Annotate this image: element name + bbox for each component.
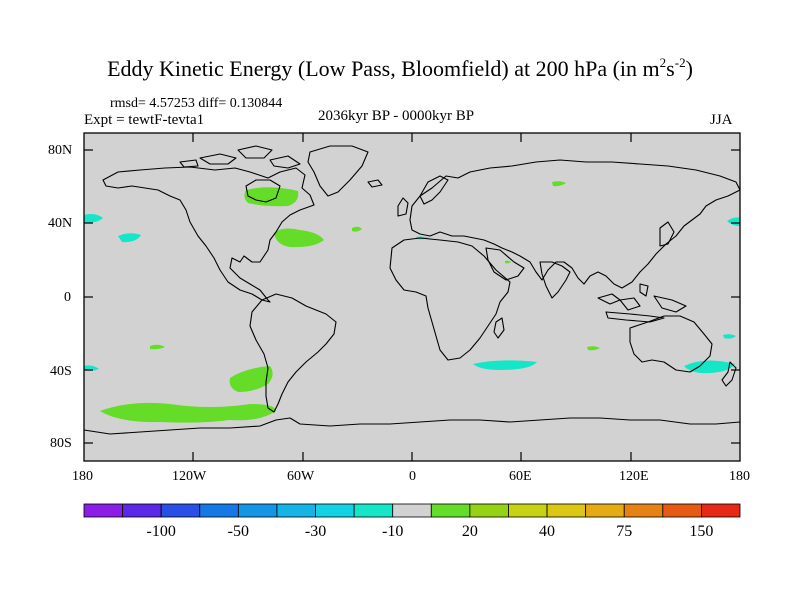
y-tick-label: 40N bbox=[48, 216, 73, 231]
x-tick-label: 120E bbox=[619, 469, 649, 484]
coastline-australia bbox=[629, 315, 713, 373]
period-label: 2036kyr BP - 0000kyr BP bbox=[318, 108, 475, 124]
anomaly-patch bbox=[84, 214, 103, 223]
anomaly-patch bbox=[473, 360, 537, 370]
colorbar-swatch bbox=[199, 503, 239, 518]
anomaly-patch bbox=[100, 402, 276, 423]
coastline-scandinavia bbox=[419, 175, 449, 205]
y-tick-label: 80N bbox=[48, 143, 73, 158]
season-label: JJA bbox=[710, 112, 733, 128]
colorbar-swatch bbox=[469, 503, 509, 518]
positive-anomaly-regions bbox=[100, 181, 600, 423]
colorbar-swatch bbox=[237, 503, 278, 518]
stats-text: rmsd= 4.57253 diff= 0.130844 bbox=[110, 96, 283, 111]
colorbar-swatch bbox=[623, 503, 664, 518]
coastline-hudson-bay bbox=[245, 179, 281, 203]
colorbar-swatch bbox=[353, 503, 394, 518]
coastline-greenland bbox=[307, 145, 369, 197]
anomaly-patch bbox=[723, 334, 736, 339]
colorbar-label: 20 bbox=[462, 523, 478, 540]
anomaly-patch bbox=[274, 228, 324, 248]
anomaly-patch bbox=[244, 187, 299, 207]
colorbar-label: -100 bbox=[147, 523, 176, 540]
colorbar-label: -30 bbox=[305, 523, 326, 540]
coastlines bbox=[83, 145, 741, 435]
colorbar-swatch bbox=[585, 503, 625, 518]
colorbar-label: -50 bbox=[228, 523, 249, 540]
coastline-north-america bbox=[102, 166, 315, 303]
coastline-arabia bbox=[485, 247, 525, 281]
colorbar-label: 75 bbox=[616, 523, 632, 540]
colorbar-swatch bbox=[315, 503, 355, 518]
coastline-south-america bbox=[249, 293, 337, 413]
anomaly-patch bbox=[229, 366, 273, 392]
colorbar-swatch bbox=[392, 503, 432, 518]
colorbar-swatch bbox=[83, 503, 123, 518]
colorbar-swatch bbox=[508, 503, 548, 518]
colorbar-label: 40 bbox=[539, 523, 555, 540]
x-tick-label: 120W bbox=[172, 469, 207, 484]
axis-ticks bbox=[84, 133, 740, 461]
colorbar bbox=[83, 503, 741, 518]
coastline-eurasia bbox=[409, 159, 741, 289]
experiment-label: Expt = tewtF-tevta1 bbox=[84, 112, 205, 128]
colorbar-swatch bbox=[160, 503, 201, 518]
coastline-antarctica bbox=[83, 417, 741, 435]
map-background bbox=[84, 133, 740, 461]
coastline-india bbox=[539, 261, 571, 299]
anomaly-patch bbox=[727, 217, 740, 226]
coastline-japan bbox=[659, 221, 675, 247]
coastline-indonesia bbox=[597, 283, 687, 323]
anomaly-patch bbox=[684, 360, 735, 374]
plot-title: Eddy Kinetic Energy (Low Pass, Bloomfiel… bbox=[107, 55, 693, 81]
colorbar-label: -10 bbox=[382, 523, 403, 540]
colorbar-label: 150 bbox=[689, 523, 713, 540]
y-tick-label: 0 bbox=[64, 290, 71, 305]
coastline-madagascar bbox=[493, 317, 505, 339]
anomaly-patch bbox=[150, 344, 165, 350]
anomaly-patch bbox=[352, 226, 362, 232]
x-tick-label: 0 bbox=[409, 469, 416, 484]
x-tick-label: 60E bbox=[509, 469, 532, 484]
negative-anomaly-regions bbox=[84, 214, 740, 374]
y-tick-label: 80S bbox=[50, 436, 72, 451]
anomaly-patch bbox=[505, 260, 511, 264]
colorbar-swatch bbox=[122, 503, 162, 518]
x-tick-label: 180 bbox=[72, 469, 93, 484]
colorbar-swatch bbox=[662, 503, 702, 518]
colorbar-swatch bbox=[430, 503, 471, 518]
anomaly-patch bbox=[587, 346, 600, 351]
y-tick-label: 40S bbox=[50, 364, 72, 379]
coastline-new-zealand bbox=[721, 361, 737, 387]
anomaly-patch bbox=[118, 233, 141, 243]
coastline-iceland bbox=[367, 179, 383, 188]
coastline-africa bbox=[389, 237, 511, 361]
colorbar-labels: -100 -50 -30 -10 20 40 75 150 bbox=[147, 523, 714, 540]
x-tick-label: 180 bbox=[729, 469, 750, 484]
anomaly-patch bbox=[552, 181, 566, 187]
x-tick-label: 60W bbox=[287, 469, 315, 484]
colorbar-swatch bbox=[546, 503, 587, 518]
coastline-uk bbox=[397, 197, 409, 217]
colorbar-swatch bbox=[276, 503, 316, 518]
coastline-arctic-islands bbox=[179, 145, 301, 169]
colorbar-swatch bbox=[701, 503, 741, 518]
